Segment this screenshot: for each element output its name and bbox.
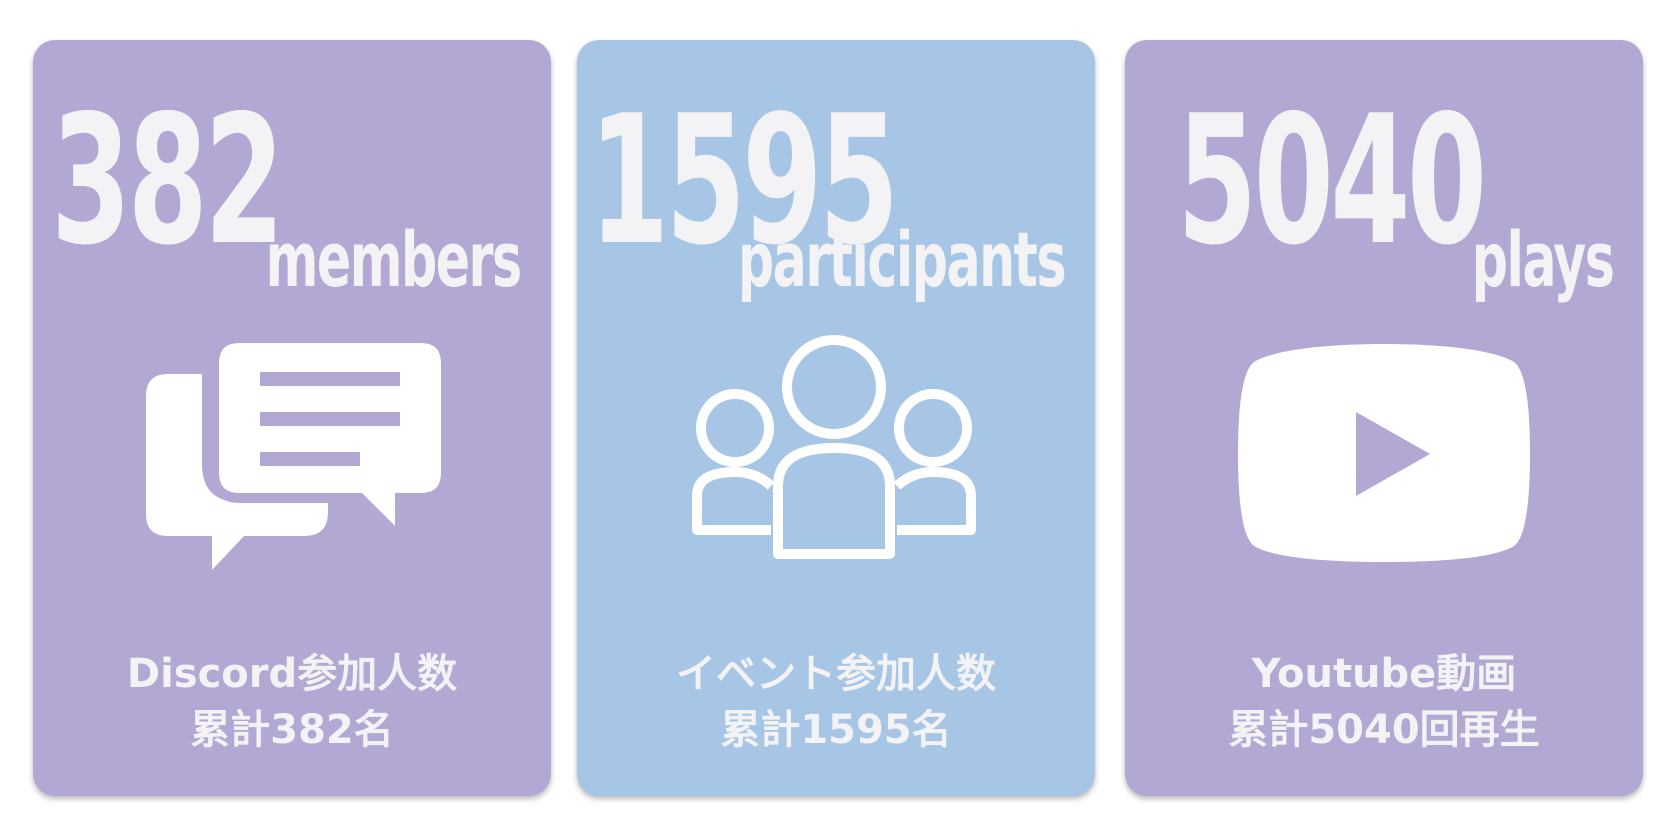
stat-unit: members bbox=[265, 215, 523, 304]
people-group-icon bbox=[692, 335, 976, 559]
stat-caption: Youtube動画 累計5040回再生 bbox=[1125, 646, 1643, 758]
caption-line: 累計5040回再生 bbox=[1228, 707, 1540, 753]
stat-unit: participants bbox=[737, 215, 1067, 304]
youtube-play-icon bbox=[1238, 344, 1530, 562]
caption-line: 累計382名 bbox=[190, 707, 394, 753]
chat-bubbles-icon bbox=[146, 333, 442, 570]
stat-caption: Discord参加人数 累計382名 bbox=[33, 646, 551, 758]
stat-number: 1595 bbox=[589, 77, 899, 284]
stat-number: 382 bbox=[51, 77, 284, 284]
stat-card-events: 1595 participants イベント参加人数 累計1595名 bbox=[577, 40, 1095, 796]
stat-caption: イベント参加人数 累計1595名 bbox=[577, 646, 1095, 758]
stat-number: 5040 bbox=[1177, 77, 1487, 284]
stat-unit: plays bbox=[1471, 215, 1614, 304]
stat-card-discord: 382 members Discord参加人数 累計382名 bbox=[33, 40, 551, 796]
caption-line: イベント参加人数 bbox=[676, 651, 996, 697]
caption-line: 累計1595名 bbox=[720, 707, 952, 753]
stat-card-youtube: 5040 plays Youtube動画 累計5040回再生 bbox=[1125, 40, 1643, 796]
caption-line: Youtube動画 bbox=[1251, 651, 1517, 697]
caption-line: Discord参加人数 bbox=[126, 651, 458, 697]
